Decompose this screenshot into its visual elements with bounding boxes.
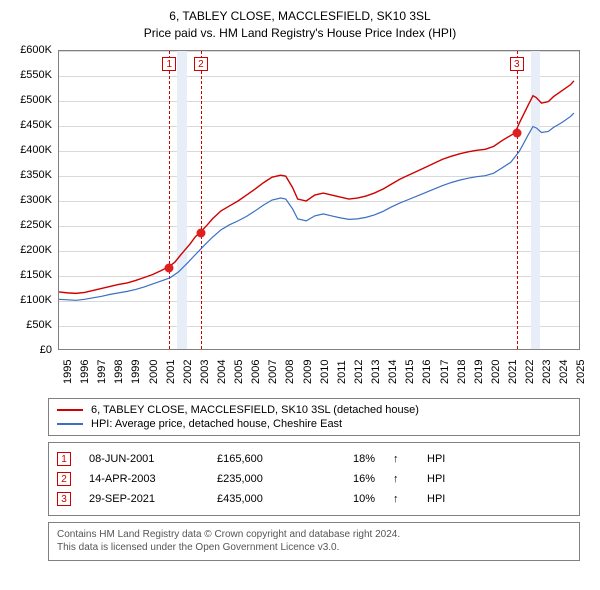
x-axis-label: 2007 [267,359,279,383]
title-line-2: Price paid vs. HM Land Registry's House … [10,25,590,42]
sale-pct: 16% [325,473,375,485]
title-block: 6, TABLEY CLOSE, MACCLESFIELD, SK10 3SL … [10,8,590,42]
sale-date: 29-SEP-2021 [89,493,199,505]
x-axis-label: 2021 [507,359,519,383]
sale-marker-box: 3 [510,57,524,71]
sale-price: £235,000 [217,473,307,485]
sale-marker-box: 2 [194,57,208,71]
sale-row: 1 08-JUN-2001 £165,600 18% ↑ HPI [57,449,571,469]
sale-index-box: 2 [57,472,71,486]
sale-date: 08-JUN-2001 [89,453,199,465]
x-axis-label: 1998 [113,359,125,383]
chart-container: 6, TABLEY CLOSE, MACCLESFIELD, SK10 3SL … [0,0,600,569]
sale-row: 2 14-APR-2003 £235,000 16% ↑ HPI [57,469,571,489]
x-axis-label: 2006 [250,359,262,383]
y-axis-label: £500K [2,94,52,106]
x-axis-label: 2020 [490,359,502,383]
x-axis-label: 2012 [353,359,365,383]
x-axis-label: 2018 [456,359,468,383]
arrow-up-icon: ↑ [393,453,409,465]
x-axis-label: 2017 [439,359,451,383]
y-axis-label: £450K [2,119,52,131]
x-axis-label: 2005 [233,359,245,383]
x-axis-label: 2009 [302,359,314,383]
sale-suffix: HPI [427,493,445,505]
legend-row: 6, TABLEY CLOSE, MACCLESFIELD, SK10 3SL … [57,403,571,417]
sale-marker-dot [512,129,521,138]
footer-line-2: This data is licensed under the Open Gov… [57,541,571,555]
x-axis-label: 2015 [404,359,416,383]
x-axis-label: 2013 [370,359,382,383]
x-axis-label: 2025 [575,359,587,383]
x-axis-label: 2010 [319,359,331,383]
y-axis-label: £100K [2,294,52,306]
x-axis-label: 2003 [199,359,211,383]
sale-price: £165,600 [217,453,307,465]
footer-line-1: Contains HM Land Registry data © Crown c… [57,528,571,542]
sale-row: 3 29-SEP-2021 £435,000 10% ↑ HPI [57,489,571,509]
sale-pct: 18% [325,453,375,465]
y-axis-label: £50K [2,319,52,331]
x-axis-label: 2000 [148,359,160,383]
title-line-1: 6, TABLEY CLOSE, MACCLESFIELD, SK10 3SL [10,8,590,25]
arrow-up-icon: ↑ [393,493,409,505]
plot-area: 1 2 3 [58,50,580,350]
x-axis-label: 1995 [62,359,74,383]
y-axis-label: £600K [2,44,52,56]
sale-marker-box: 1 [162,57,176,71]
sale-index-box: 1 [57,452,71,466]
x-axis-label: 2008 [284,359,296,383]
legend-box: 6, TABLEY CLOSE, MACCLESFIELD, SK10 3SL … [48,398,580,436]
y-axis-label: £550K [2,69,52,81]
legend-swatch [57,423,83,425]
series-line-hpi [59,113,574,300]
y-axis-label: £300K [2,194,52,206]
x-axis-label: 1997 [96,359,108,383]
sale-pct: 10% [325,493,375,505]
series-line-price_paid [59,80,574,293]
chart-area: 123 £0£50K£100K£150K£200K£250K£300K£350K… [10,46,590,394]
x-axis-label: 2022 [524,359,536,383]
sale-suffix: HPI [427,473,445,485]
legend-swatch [57,409,83,411]
y-axis-label: £150K [2,269,52,281]
sale-marker-dot [196,229,205,238]
legend-row: HPI: Average price, detached house, Ches… [57,417,571,431]
x-axis-label: 2024 [558,359,570,383]
legend-label: HPI: Average price, detached house, Ches… [91,418,342,430]
x-axis-label: 2016 [421,359,433,383]
x-axis-label: 2014 [387,359,399,383]
footer-attribution: Contains HM Land Registry data © Crown c… [48,522,580,561]
x-axis-label: 2004 [216,359,228,383]
x-axis-label: 1996 [79,359,91,383]
sale-date: 14-APR-2003 [89,473,199,485]
x-axis-label: 2011 [336,360,348,384]
series-svg [59,51,579,349]
legend-label: 6, TABLEY CLOSE, MACCLESFIELD, SK10 3SL … [91,404,419,416]
sales-table: 1 08-JUN-2001 £165,600 18% ↑ HPI 2 14-APR-2003 £… [48,442,580,516]
x-axis-label: 2023 [541,359,553,383]
sale-marker-dot [165,263,174,272]
x-axis-label: 2001 [165,359,177,383]
y-axis-label: £200K [2,244,52,256]
sale-index-box: 3 [57,492,71,506]
x-axis-label: 2002 [182,359,194,383]
x-axis-label: 1999 [130,359,142,383]
x-axis-label: 2019 [473,359,485,383]
y-axis-label: £400K [2,144,52,156]
arrow-up-icon: ↑ [393,473,409,485]
y-axis-label: £350K [2,169,52,181]
sale-suffix: HPI [427,453,445,465]
sale-price: £435,000 [217,493,307,505]
y-axis-label: £250K [2,219,52,231]
y-axis-label: £0 [2,344,52,356]
